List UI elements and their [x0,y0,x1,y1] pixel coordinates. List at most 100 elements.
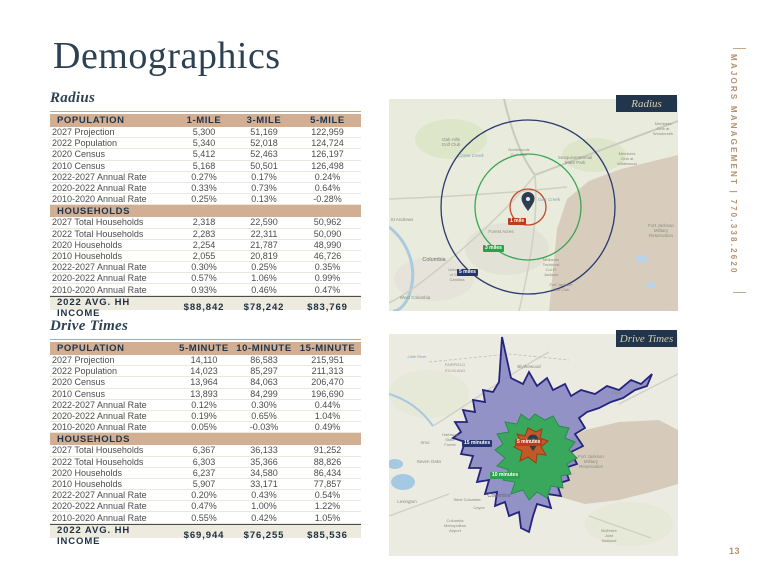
row-value: 51,169 [250,127,278,138]
row-label: 2020 Households [52,239,123,250]
map-place-label: Crane Creek [458,153,484,158]
row-value: 84,299 [250,388,278,399]
table-row: 2022-2027 Annual Rate 0.20% 0.43% 0.54% [50,490,361,502]
three-mile-ring [474,153,582,261]
table-row: 2010-2020 Annual Rate 0.25% 0.13% -0.28% [50,194,361,206]
income-value: $83,769 [307,302,348,314]
river [389,393,434,427]
table-row: POPULATION 1-MILE 3-MILE 5-MILE [50,114,361,127]
drive-times-map-tag: Drive Times [616,330,677,347]
row-label: 2022-2027 Annual Rate [52,262,147,273]
row-value: 2,254 [192,239,216,250]
row-value: 1.04% [314,411,341,422]
row-value: 91,252 [313,445,342,456]
row-value: 0.42% [251,512,277,523]
column-header: 3-MILE [246,115,282,126]
row-value: 20,819 [250,250,278,261]
row-value: 22,311 [250,228,278,239]
table-row: 2022 Total Households 2,283 22,311 50,090 [50,229,361,240]
drive-times-subtitle: Drive Times [50,318,129,334]
map-place-label: Metropolitan [444,523,466,528]
row-value: 0.46% [251,284,277,295]
row-value: 0.99% [314,273,341,284]
income-value: $88,842 [183,302,225,314]
map-place-label: Blythewood [517,364,541,369]
table-row: 2022 Population 14,023 85,297 211,313 [50,366,361,378]
row-value: 2,055 [192,250,216,261]
row-label: 2010 Census [52,160,106,171]
section-header: HOUSEHOLDS [57,205,131,217]
row-value: 77,857 [313,478,342,489]
row-label: 2022-2027 Annual Rate [52,171,147,182]
zone-label: 5 minutes [515,439,543,446]
map-place-label: State [445,437,455,442]
table-row: 2022-2027 Annual Rate 0.12% 0.30% 0.44% [50,400,361,411]
row-value: 122,959 [311,127,344,138]
map-place-label: Lexington [397,499,417,504]
urban-patch [394,257,474,301]
table-row: 2010 Households 5,907 33,171 77,857 [50,478,361,491]
row-value: 206,470 [311,377,344,388]
sidebar-rule-bottom [733,292,746,293]
row-value: 36,133 [250,445,278,456]
lake [389,459,403,469]
column-header: 5-MILE [310,115,345,126]
map-place-label: Technical [543,262,560,267]
map-place-label: Joint [605,533,614,538]
row-value: 1.05% [314,512,341,523]
row-label: 2022 Total Households [52,456,144,467]
zone-label: 15 minutes [462,440,493,447]
lake [636,255,648,263]
map-place-label: Golf Club [511,152,528,157]
row-value: 6,367 [192,445,216,456]
table-row: 2010-2020 Annual Rate 0.93% 0.46% 0.47% [50,284,361,296]
income-value: $78,242 [243,302,285,314]
row-label: 2027 Projection [52,355,115,366]
row-value: 0.57% [191,273,217,284]
table-row: 2027 Projection 5,300 51,169 122,959 [50,127,361,139]
row-label: 2020-2022 Annual Rate [52,273,147,284]
table-row: 2020 Households 2,254 21,787 48,990 [50,240,361,251]
map-place-label: Airport [449,528,462,533]
map-place-label: West Columbia [400,295,431,300]
map-place-label: Wildewood [617,161,637,166]
row-value: 0.20% [191,490,217,501]
income-value: $85,536 [307,530,348,542]
road [518,174,537,311]
row-value: 88,826 [313,456,342,467]
row-value: 0.12% [191,399,217,410]
forest-patch [415,119,487,159]
row-value: 1.06% [251,273,277,284]
table-row: 2022 Population 5,340 52,018 124,724 [50,138,361,150]
row-value: 35,366 [250,456,278,467]
row-value: 50,962 [313,217,342,228]
row-value: 211,313 [311,366,344,377]
map-place-label: Golf Club [553,287,570,292]
column-header: 15-MINUTE [299,343,356,354]
column-header: POPULATION [57,115,125,126]
row-value: 33,171 [250,478,278,489]
row-value: 0.13% [251,194,277,205]
map-place-label: Club at [621,156,635,161]
row-value: 48,990 [313,239,342,250]
map-place-label: FAIRFIELD [445,362,465,367]
row-value: 85,297 [250,366,278,377]
military-area [549,155,678,311]
row-label: 2010-2020 Annual Rate [52,284,147,295]
row-value: 0.30% [251,399,277,410]
row-label: 2020-2022 Annual Rate [52,411,147,422]
row-label: 2022 Population [52,366,118,377]
map-place-label: National [602,538,617,543]
road [389,493,450,517]
radius-map-tag: Radius [616,95,677,112]
table-row: 2020-2022 Annual Rate 0.47% 1.00% 1.22% [50,501,361,513]
road [588,515,652,539]
map-place-label: Club at [657,126,671,131]
drive-times-section: Drive Times POPULATION 5-MINUTE 10-MINUTE 1… [50,318,361,547]
row-value: 0.35% [314,262,341,273]
row-value: 126,197 [311,149,344,160]
map-place-label: Columbia [447,518,465,523]
row-value: 34,580 [250,467,278,478]
row-label: 2022-2027 Annual Rate [52,399,147,410]
